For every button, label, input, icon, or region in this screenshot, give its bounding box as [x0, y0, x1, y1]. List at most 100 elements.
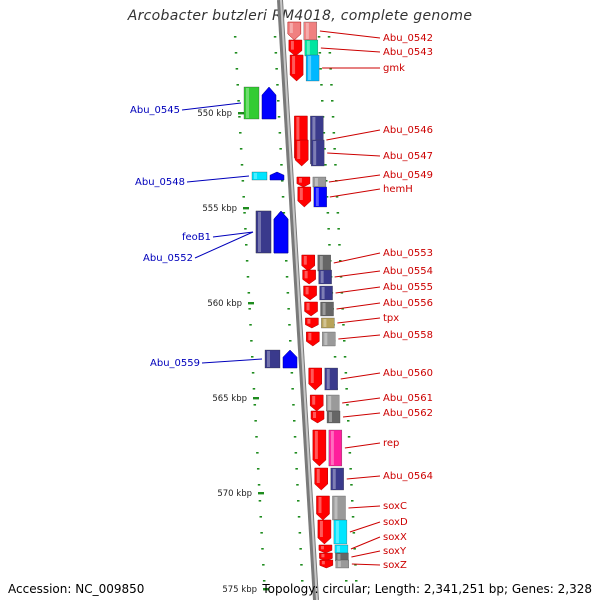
track-dot [276, 84, 279, 86]
gene-arrow-shine [303, 256, 307, 265]
gene-cog-box [303, 21, 318, 41]
gene-arrow [317, 519, 332, 545]
gene-arrow-shine [321, 561, 325, 565]
track-dot [337, 228, 340, 230]
track-dot [293, 420, 296, 422]
gene-label: Abu_0556 [383, 298, 433, 309]
track-dot [350, 484, 353, 486]
track-dot [331, 116, 335, 118]
kbp-tick [258, 492, 264, 495]
track-dot [242, 196, 245, 198]
gene-cog-box [333, 519, 348, 545]
track-dot [262, 580, 266, 582]
track-dot [291, 388, 294, 390]
gene-arrow-shine [292, 56, 296, 74]
track-dot [239, 132, 242, 134]
gene-cog-shine [320, 271, 324, 283]
track-dot [346, 404, 349, 406]
gene-arrow [305, 317, 319, 329]
gene-cog-shine [267, 351, 270, 367]
track-dot [348, 452, 352, 454]
track-dot [293, 436, 297, 438]
track-dot [340, 292, 344, 294]
gene-label: Abu_0554 [383, 266, 433, 277]
track-dot [332, 132, 336, 134]
track-dot [248, 308, 251, 310]
gene-leader-line [320, 47, 381, 53]
track-dot [285, 276, 289, 278]
gene-arrow [319, 559, 334, 569]
track-dot [277, 116, 281, 118]
track-dot [281, 180, 284, 182]
track-dot [342, 324, 345, 326]
gene-cog-box [311, 139, 325, 167]
track-dot [347, 436, 351, 438]
gene-arrow-shine [307, 319, 311, 324]
gene-arrow [308, 367, 322, 391]
gene-arrow-shine [308, 333, 312, 341]
track-dot [238, 116, 241, 118]
track-dot [355, 580, 358, 582]
gene-cog-box [326, 410, 341, 424]
gene-arrow [314, 467, 328, 491]
gene-arrow [309, 394, 324, 412]
track-dot [351, 500, 354, 502]
kbp-label: 555 kbp [202, 204, 237, 214]
track-dot [343, 356, 347, 358]
track-dot [351, 516, 355, 518]
gene-cog-shine [319, 256, 323, 270]
gene-cog-box [243, 86, 260, 120]
gene-arrow-shine [297, 141, 301, 159]
gene-cog-shine [313, 141, 317, 165]
track-dot [352, 532, 356, 534]
gene-leader-line [194, 231, 254, 259]
track-dot [282, 212, 286, 214]
gene-leader-line [348, 505, 381, 509]
gene-arrow [303, 285, 317, 301]
track-dot [325, 196, 329, 198]
kbp-label: 550 kbp [197, 109, 232, 119]
gene-leader-line [342, 397, 381, 404]
gene-leader-line [319, 30, 381, 39]
track-dot [294, 452, 298, 454]
gene-cog-shine [332, 469, 336, 489]
track-dot [297, 516, 301, 518]
map-title: Arcobacter butzleri RM4018, complete gen… [127, 8, 473, 24]
gene-cog-shine [321, 287, 325, 299]
track-dot [261, 548, 264, 550]
gene-leader-line [350, 536, 381, 550]
track-dot [273, 36, 277, 38]
kbp-tick [248, 302, 254, 305]
track-dot [345, 388, 348, 390]
track-dot [322, 132, 326, 134]
track-dot [344, 372, 348, 374]
gene-cog-box [320, 301, 334, 317]
gene-cog-box [321, 317, 335, 329]
gene-arrow-shine [321, 554, 325, 558]
gene-arrow-shine [290, 41, 294, 50]
gene-cog-shine [337, 561, 341, 567]
gene-arrow [301, 254, 316, 272]
gene-leader-line [326, 129, 381, 141]
gene-label: Abu_0564 [383, 471, 433, 482]
track-dot [290, 372, 294, 374]
track-dot [317, 36, 321, 38]
kbp-tick [253, 397, 259, 400]
gene-cog-box [328, 429, 343, 467]
track-dot [353, 548, 356, 550]
track-dot [339, 260, 342, 262]
gene-cog-box [332, 495, 346, 521]
gene-cog-shine [315, 188, 319, 206]
gene-cog-box [317, 254, 331, 272]
track-dot [252, 388, 256, 390]
kbp-tick [238, 112, 244, 115]
topology-text: Topology: circular; Length: 2,341,251 bp… [262, 582, 592, 596]
track-dot [275, 68, 278, 70]
track-dot [277, 100, 280, 102]
gene-cog-box [330, 467, 344, 491]
gene-arrow [294, 139, 309, 167]
track-dot [286, 292, 290, 294]
gene-cog-shine [306, 41, 310, 55]
kbp-tick [263, 588, 269, 591]
